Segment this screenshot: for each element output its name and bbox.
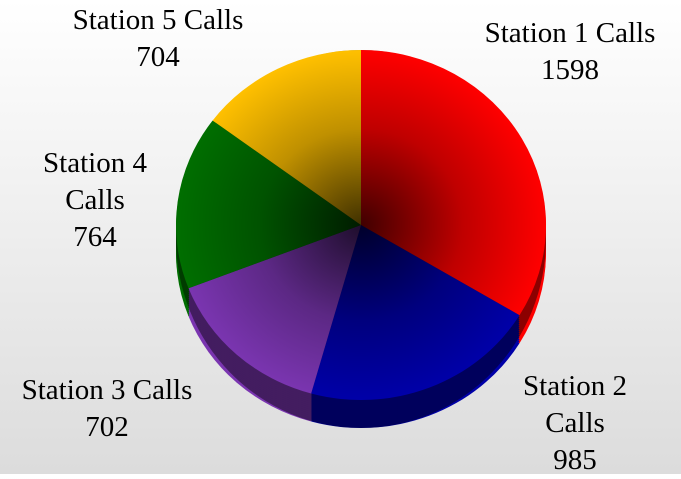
label-value: 1598 bbox=[541, 54, 599, 86]
slice-label: Station 4 Calls 764 bbox=[30, 145, 160, 256]
face-shade bbox=[176, 50, 546, 400]
label-value: 704 bbox=[136, 41, 180, 73]
label-name: Station 4 Calls bbox=[43, 147, 147, 216]
label-value: 764 bbox=[73, 221, 117, 253]
slice-label: Station 2 Calls 985 bbox=[510, 368, 640, 479]
slice-label: Station 1 Calls 1598 bbox=[465, 15, 675, 89]
label-name: Station 3 Calls bbox=[21, 374, 193, 406]
label-value: 985 bbox=[553, 444, 597, 476]
label-value: 702 bbox=[85, 411, 129, 443]
label-name: Station 2 Calls bbox=[523, 370, 627, 439]
label-name: Station 5 Calls bbox=[72, 4, 244, 36]
slice-label: Station 3 Calls 702 bbox=[0, 372, 217, 446]
label-name: Station 1 Calls bbox=[484, 17, 656, 49]
slice-label: Station 5 Calls 704 bbox=[48, 2, 268, 76]
